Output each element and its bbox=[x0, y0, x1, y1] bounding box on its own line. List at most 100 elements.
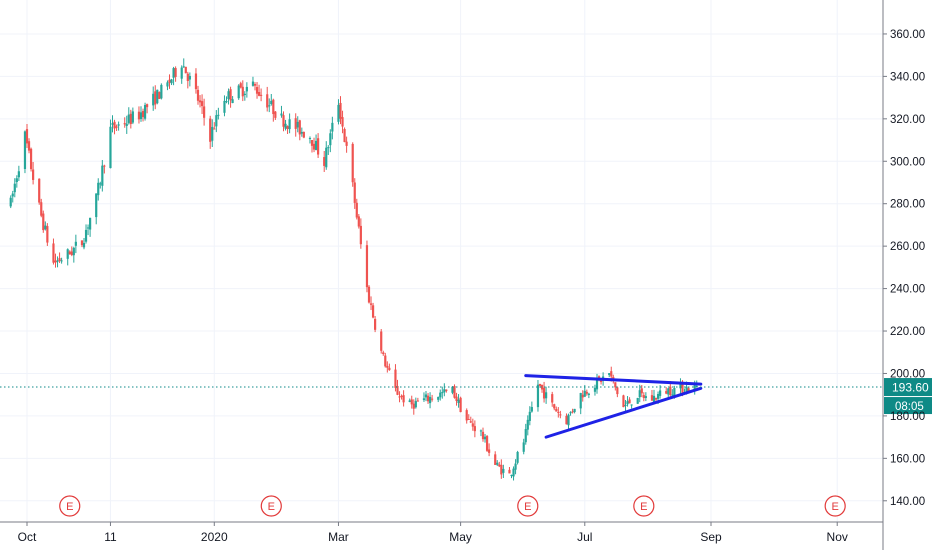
candle-body[interactable] bbox=[451, 386, 454, 393]
candle-body[interactable] bbox=[327, 147, 330, 149]
candle-body[interactable] bbox=[581, 394, 584, 398]
candle-body[interactable] bbox=[667, 388, 670, 395]
candle-body[interactable] bbox=[665, 391, 668, 394]
candle-body[interactable] bbox=[251, 81, 255, 86]
candle-body[interactable] bbox=[398, 396, 401, 398]
candle-body[interactable] bbox=[23, 131, 27, 170]
candle-body[interactable] bbox=[439, 392, 442, 398]
candle-body[interactable] bbox=[496, 462, 499, 465]
candle-body[interactable] bbox=[659, 390, 662, 396]
candle-body[interactable] bbox=[231, 99, 234, 104]
candle-body[interactable] bbox=[587, 393, 590, 395]
candle-body[interactable] bbox=[294, 118, 297, 129]
candle-body[interactable] bbox=[211, 126, 214, 141]
candle-body[interactable] bbox=[345, 141, 348, 146]
candle-body[interactable] bbox=[156, 89, 159, 104]
candle-body[interactable] bbox=[526, 419, 529, 430]
candle-body[interactable] bbox=[223, 100, 226, 113]
candle-body[interactable] bbox=[471, 423, 474, 427]
candle-body[interactable] bbox=[481, 431, 485, 440]
candle-body[interactable] bbox=[243, 93, 246, 95]
candle-body[interactable] bbox=[524, 429, 527, 443]
candle-body[interactable] bbox=[455, 396, 458, 402]
candle-body[interactable] bbox=[115, 126, 118, 128]
trendline-layer[interactable] bbox=[524, 374, 703, 439]
candle-body[interactable] bbox=[512, 468, 515, 477]
candle-body[interactable] bbox=[302, 131, 305, 138]
candle-body[interactable] bbox=[17, 171, 20, 178]
candle-body[interactable] bbox=[95, 193, 98, 218]
candle-body[interactable] bbox=[46, 226, 49, 243]
candle-body[interactable] bbox=[528, 411, 531, 421]
candle-body[interactable] bbox=[538, 383, 542, 386]
candle-body[interactable] bbox=[101, 165, 104, 186]
candle-body[interactable] bbox=[353, 182, 356, 203]
candle-body[interactable] bbox=[70, 251, 73, 255]
candle-body[interactable] bbox=[237, 85, 240, 99]
candle-body[interactable] bbox=[483, 436, 487, 440]
earnings-marker[interactable]: E bbox=[260, 495, 282, 517]
candle-body[interactable] bbox=[355, 202, 358, 218]
candle-body[interactable] bbox=[103, 165, 106, 167]
candle-body[interactable] bbox=[341, 117, 344, 127]
candle-body[interactable] bbox=[453, 386, 456, 398]
earnings-marker[interactable]: E bbox=[824, 495, 846, 517]
earnings-marker[interactable]: E bbox=[633, 495, 655, 517]
candle-body[interactable] bbox=[400, 395, 403, 397]
candle-body[interactable] bbox=[408, 400, 411, 403]
candle-body[interactable] bbox=[502, 468, 505, 473]
candle-body[interactable] bbox=[298, 120, 301, 135]
candle-body[interactable] bbox=[99, 183, 102, 185]
candle-body[interactable] bbox=[545, 392, 548, 399]
candle-body[interactable] bbox=[143, 105, 147, 119]
candle-body[interactable] bbox=[241, 86, 244, 97]
candle-body[interactable] bbox=[139, 112, 143, 120]
candle-body[interactable] bbox=[196, 89, 200, 101]
candle-body[interactable] bbox=[227, 91, 230, 100]
candle-body[interactable] bbox=[312, 143, 316, 150]
candle-body[interactable] bbox=[170, 79, 173, 84]
candle-body[interactable] bbox=[168, 79, 171, 83]
candle-body[interactable] bbox=[494, 454, 497, 465]
candle-body[interactable] bbox=[380, 331, 383, 351]
candle-body[interactable] bbox=[357, 216, 360, 227]
candle-body[interactable] bbox=[296, 121, 299, 128]
candle-body[interactable] bbox=[693, 384, 696, 390]
candle-body[interactable] bbox=[431, 398, 434, 400]
candle-body[interactable] bbox=[239, 83, 242, 88]
candle-body[interactable] bbox=[203, 106, 206, 118]
candle-body[interactable] bbox=[152, 93, 155, 106]
candle-body[interactable] bbox=[441, 392, 444, 394]
candle-body[interactable] bbox=[371, 305, 375, 318]
candle-series[interactable] bbox=[9, 58, 698, 481]
candle-body[interactable] bbox=[213, 128, 216, 130]
candle-body[interactable] bbox=[72, 247, 75, 256]
candle-body[interactable] bbox=[257, 92, 261, 96]
candle-body[interactable] bbox=[154, 91, 157, 105]
candle-body[interactable] bbox=[638, 390, 641, 398]
earnings-marker-circle[interactable] bbox=[59, 495, 81, 517]
candle-body[interactable] bbox=[158, 92, 161, 99]
candle-body[interactable] bbox=[571, 411, 574, 413]
candle-body[interactable] bbox=[679, 383, 682, 389]
candle-body[interactable] bbox=[681, 381, 684, 394]
candle-body[interactable] bbox=[274, 111, 277, 118]
candle-body[interactable] bbox=[127, 114, 130, 123]
candle-body[interactable] bbox=[125, 123, 128, 126]
candle-body[interactable] bbox=[329, 133, 332, 146]
candle-body[interactable] bbox=[367, 286, 371, 303]
candle-body[interactable] bbox=[184, 66, 187, 74]
candle-body[interactable] bbox=[129, 113, 132, 125]
candle-body[interactable] bbox=[217, 114, 220, 116]
candle-body[interactable] bbox=[652, 395, 656, 403]
earnings-marker[interactable]: E bbox=[59, 495, 81, 517]
candle-body[interactable] bbox=[253, 83, 257, 86]
candle-body[interactable] bbox=[182, 66, 185, 68]
candle-body[interactable] bbox=[97, 182, 100, 196]
candle-body[interactable] bbox=[388, 367, 391, 371]
candle-body[interactable] bbox=[66, 249, 69, 259]
candle-body[interactable] bbox=[384, 355, 387, 367]
candle-body[interactable] bbox=[268, 105, 271, 107]
candle-body[interactable] bbox=[84, 229, 88, 242]
